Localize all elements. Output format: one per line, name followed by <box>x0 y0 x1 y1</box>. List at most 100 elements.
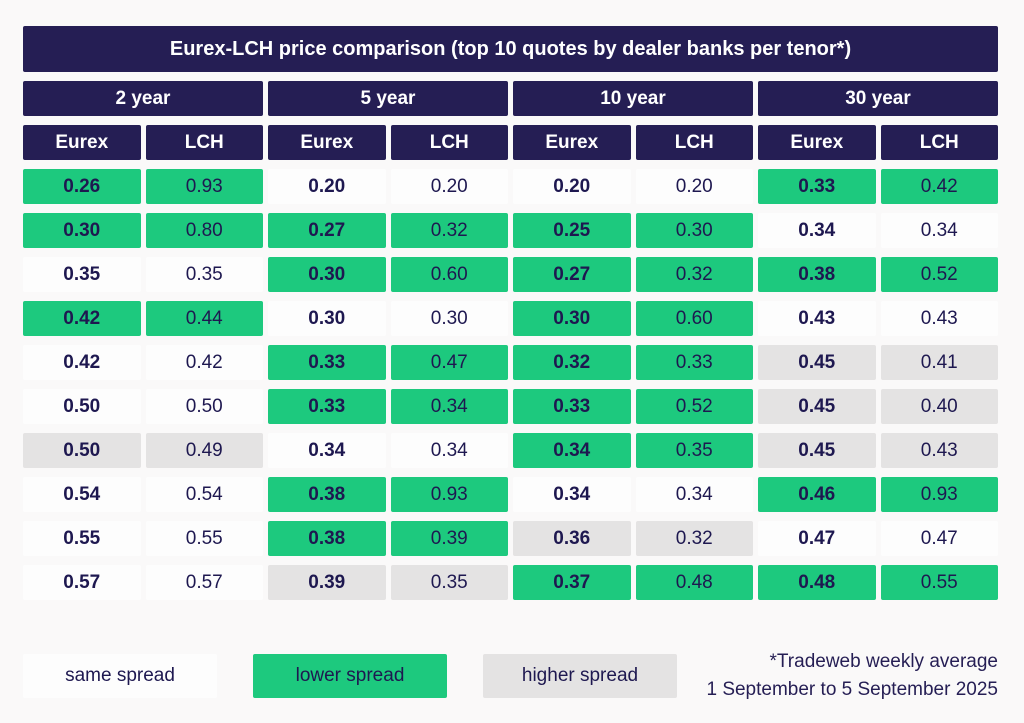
lch-value-cell: 0.54 <box>145 477 263 512</box>
lch-value-cell: 0.34 <box>390 433 508 468</box>
lch-value-cell: 0.80 <box>145 213 263 248</box>
eurex-value-cell: 0.38 <box>758 257 876 292</box>
eurex-value-cell: 0.34 <box>513 477 631 512</box>
eurex-value-cell: 0.27 <box>513 257 631 292</box>
lch-value-cell: 0.93 <box>390 477 508 512</box>
eurex-value-cell: 0.45 <box>758 345 876 380</box>
lch-value-cell: 0.41 <box>880 345 998 380</box>
column-header-eurex: Eurex <box>758 125 876 160</box>
legend-higher-spread: higher spread <box>483 654 677 698</box>
eurex-value-cell: 0.46 <box>758 477 876 512</box>
eurex-value-cell: 0.38 <box>268 477 386 512</box>
eurex-value-cell: 0.33 <box>513 389 631 424</box>
eurex-value-cell: 0.27 <box>268 213 386 248</box>
eurex-value-cell: 0.26 <box>23 169 141 204</box>
lch-value-cell: 0.34 <box>390 389 508 424</box>
eurex-value-cell: 0.32 <box>513 345 631 380</box>
footnote-line2: 1 September to 5 September 2025 <box>706 679 998 700</box>
lch-value-cell: 0.93 <box>145 169 263 204</box>
lch-value-cell: 0.32 <box>635 521 753 556</box>
lch-value-cell: 0.47 <box>390 345 508 380</box>
column-header-lch: LCH <box>390 125 508 160</box>
table-title: Eurex-LCH price comparison (top 10 quote… <box>23 26 998 72</box>
lch-value-cell: 0.33 <box>635 345 753 380</box>
eurex-value-cell: 0.45 <box>758 389 876 424</box>
tenor-header-30-year: 30 year <box>758 81 998 116</box>
lch-value-cell: 0.42 <box>880 169 998 204</box>
eurex-value-cell: 0.30 <box>23 213 141 248</box>
eurex-value-cell: 0.30 <box>268 257 386 292</box>
bottom-section: same spread lower spread higher spread *… <box>23 648 998 704</box>
eurex-value-cell: 0.50 <box>23 389 141 424</box>
lch-value-cell: 0.35 <box>145 257 263 292</box>
eurex-value-cell: 0.30 <box>268 301 386 336</box>
eurex-value-cell: 0.34 <box>758 213 876 248</box>
eurex-value-cell: 0.47 <box>758 521 876 556</box>
eurex-value-cell: 0.48 <box>758 565 876 600</box>
lch-value-cell: 0.40 <box>880 389 998 424</box>
lch-value-cell: 0.34 <box>880 213 998 248</box>
lch-value-cell: 0.49 <box>145 433 263 468</box>
legend-same-spread: same spread <box>23 654 217 698</box>
eurex-value-cell: 0.36 <box>513 521 631 556</box>
eurex-value-cell: 0.34 <box>513 433 631 468</box>
eurex-value-cell: 0.57 <box>23 565 141 600</box>
eurex-value-cell: 0.37 <box>513 565 631 600</box>
eurex-value-cell: 0.33 <box>268 345 386 380</box>
eurex-value-cell: 0.25 <box>513 213 631 248</box>
lch-value-cell: 0.32 <box>635 257 753 292</box>
lch-value-cell: 0.50 <box>145 389 263 424</box>
lch-value-cell: 0.60 <box>390 257 508 292</box>
eurex-value-cell: 0.30 <box>513 301 631 336</box>
eurex-value-cell: 0.42 <box>23 345 141 380</box>
column-header-eurex: Eurex <box>268 125 386 160</box>
tenor-header-2-year: 2 year <box>23 81 263 116</box>
lch-value-cell: 0.44 <box>145 301 263 336</box>
legend: same spread lower spread higher spread <box>23 654 677 698</box>
eurex-value-cell: 0.33 <box>758 169 876 204</box>
infographic: Eurex-LCH price comparison (top 10 quote… <box>23 26 998 704</box>
column-header-eurex: Eurex <box>513 125 631 160</box>
lch-value-cell: 0.30 <box>390 301 508 336</box>
lch-value-cell: 0.57 <box>145 565 263 600</box>
lch-value-cell: 0.47 <box>880 521 998 556</box>
footnote: *Tradeweb weekly average 1 September to … <box>706 648 998 704</box>
comparison-table: Eurex-LCH price comparison (top 10 quote… <box>23 26 998 600</box>
lch-value-cell: 0.34 <box>635 477 753 512</box>
lch-value-cell: 0.20 <box>635 169 753 204</box>
tenor-header-5-year: 5 year <box>268 81 508 116</box>
eurex-value-cell: 0.20 <box>268 169 386 204</box>
lch-value-cell: 0.60 <box>635 301 753 336</box>
eurex-value-cell: 0.35 <box>23 257 141 292</box>
lch-value-cell: 0.35 <box>635 433 753 468</box>
column-header-eurex: Eurex <box>23 125 141 160</box>
eurex-value-cell: 0.55 <box>23 521 141 556</box>
lch-value-cell: 0.48 <box>635 565 753 600</box>
column-header-lch: LCH <box>880 125 998 160</box>
eurex-value-cell: 0.39 <box>268 565 386 600</box>
lch-value-cell: 0.43 <box>880 301 998 336</box>
footnote-line1: *Tradeweb weekly average <box>769 651 998 672</box>
eurex-value-cell: 0.42 <box>23 301 141 336</box>
eurex-value-cell: 0.20 <box>513 169 631 204</box>
eurex-value-cell: 0.50 <box>23 433 141 468</box>
lch-value-cell: 0.42 <box>145 345 263 380</box>
lch-value-cell: 0.39 <box>390 521 508 556</box>
tenor-header-10-year: 10 year <box>513 81 753 116</box>
lch-value-cell: 0.52 <box>635 389 753 424</box>
lch-value-cell: 0.52 <box>880 257 998 292</box>
lch-value-cell: 0.55 <box>145 521 263 556</box>
column-header-lch: LCH <box>635 125 753 160</box>
eurex-value-cell: 0.54 <box>23 477 141 512</box>
legend-lower-spread: lower spread <box>253 654 447 698</box>
eurex-value-cell: 0.45 <box>758 433 876 468</box>
lch-value-cell: 0.35 <box>390 565 508 600</box>
eurex-value-cell: 0.38 <box>268 521 386 556</box>
eurex-value-cell: 0.43 <box>758 301 876 336</box>
eurex-value-cell: 0.33 <box>268 389 386 424</box>
lch-value-cell: 0.93 <box>880 477 998 512</box>
lch-value-cell: 0.32 <box>390 213 508 248</box>
lch-value-cell: 0.30 <box>635 213 753 248</box>
lch-value-cell: 0.55 <box>880 565 998 600</box>
lch-value-cell: 0.43 <box>880 433 998 468</box>
